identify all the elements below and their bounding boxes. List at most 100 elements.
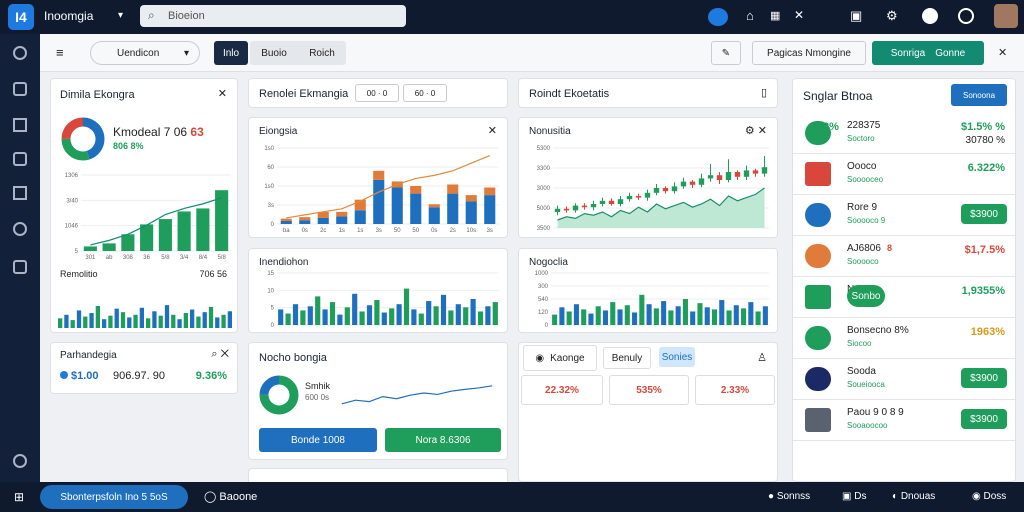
- bar: [552, 314, 558, 325]
- row-value: $1.5% %: [960, 121, 1005, 133]
- search-box[interactable]: ⌕ Bioeion: [140, 5, 406, 27]
- tray[interactable]: ◐ Dnouas: [892, 491, 936, 502]
- nav-icon[interactable]: [13, 152, 27, 166]
- row-icon: [805, 244, 831, 268]
- x-tick-label: ba: [283, 228, 290, 234]
- help-icon[interactable]: [958, 8, 974, 24]
- bar: [624, 305, 630, 325]
- line: [90, 197, 222, 246]
- bar-segment: [447, 193, 459, 224]
- x-tick-label: 308: [123, 255, 134, 261]
- icon-button[interactable]: ✎: [711, 41, 741, 65]
- close-icon[interactable]: ✕: [487, 125, 497, 137]
- actions[interactable]: ⌕ ✕: [211, 348, 229, 360]
- menu-icon[interactable]: ≡: [56, 45, 64, 60]
- tray[interactable]: ◉ Doss: [972, 491, 1007, 502]
- candle-body: [644, 192, 651, 198]
- row-pill[interactable]: $3900: [961, 368, 1007, 388]
- value: $1.00: [71, 370, 99, 382]
- close-icon[interactable]: ✕: [998, 47, 1008, 59]
- bar: [177, 211, 191, 251]
- chip[interactable]: 00 · 0: [355, 84, 399, 102]
- card: Inendiohon 15 10 5 0: [248, 248, 508, 333]
- nav-icon[interactable]: [13, 454, 27, 468]
- row-sub: Sooooceo: [847, 175, 884, 184]
- candle-body: [680, 181, 687, 187]
- chip[interactable]: 60 · 0: [403, 84, 447, 102]
- candle-body: [563, 208, 570, 211]
- bar: [278, 309, 284, 325]
- actions[interactable]: ⚙ ✕: [744, 125, 767, 137]
- x-tick-label: 3s: [487, 228, 493, 234]
- row-sub: Soctoro: [847, 134, 875, 143]
- chevron[interactable]: ▾: [118, 10, 124, 21]
- alert-icon[interactable]: [922, 8, 938, 24]
- chat-icon[interactable]: [708, 8, 728, 26]
- tray[interactable]: ● Sonnss: [768, 491, 811, 502]
- select[interactable]: Benuly: [603, 347, 651, 369]
- bar: [675, 306, 681, 325]
- app-name[interactable]: Inoomgia: [44, 9, 94, 23]
- row-sub: Sooaoocoo: [847, 421, 888, 430]
- bar: [177, 319, 182, 328]
- tab-active[interactable]: Inlo: [214, 41, 248, 65]
- nav-icon[interactable]: [13, 118, 27, 132]
- bar-segment: [299, 217, 311, 221]
- candle-body: [635, 196, 642, 198]
- start-icon[interactable]: ⊞: [14, 490, 25, 504]
- user-icon[interactable]: ♙: [757, 352, 767, 364]
- row-pill[interactable]: $3900: [961, 409, 1007, 429]
- home-icon[interactable]: ⌂: [746, 8, 754, 23]
- nav-icon[interactable]: [13, 46, 27, 60]
- button[interactable]: Bonde 1008: [259, 428, 377, 452]
- sub-value: 806 8%: [113, 141, 144, 151]
- nav-icon[interactable]: [13, 82, 27, 96]
- grid-icon[interactable]: ▦: [770, 10, 781, 22]
- primary-button[interactable]: Sonriga Gonne: [872, 41, 984, 65]
- bar: [426, 301, 432, 325]
- avatar[interactable]: [994, 4, 1018, 28]
- bar-chart: 1000 300 540 120 0: [535, 271, 769, 329]
- tab[interactable]: Roich: [309, 47, 335, 59]
- task-active[interactable]: Sbonterpsfoln Ino 5 5oS: [40, 485, 188, 509]
- card-title: Inendiohon: [259, 257, 309, 268]
- badge: 63: [190, 125, 204, 139]
- list-row: Sooda Soueiooca $3900: [793, 359, 1015, 400]
- card: Eiongsia ✕ 1s0 60 1s0 3s 0 ba 0s 2c 1s 1s 3s 50 50 0s…: [248, 117, 508, 238]
- bar: [114, 308, 119, 328]
- book-icon[interactable]: ▯: [760, 87, 767, 99]
- nav-icon[interactable]: [13, 260, 27, 274]
- bar-segment: [391, 187, 403, 224]
- logo[interactable]: I4: [8, 4, 34, 30]
- tab[interactable]: ◉ Kaonge: [523, 345, 597, 371]
- button[interactable]: Nora 8.6306: [385, 428, 501, 452]
- nav-icon[interactable]: [13, 222, 27, 236]
- bar: [492, 302, 498, 325]
- bar: [682, 299, 688, 325]
- value: 906.97. 90: [113, 370, 165, 382]
- row-name: Rore 9: [847, 202, 878, 213]
- settings-icon[interactable]: ⚙: [886, 8, 898, 23]
- bar: [120, 312, 126, 328]
- secondary-button[interactable]: Pagicas Nmongine: [752, 41, 866, 65]
- tag[interactable]: Sonies: [659, 347, 695, 367]
- bar: [697, 303, 703, 325]
- row-pill[interactable]: $3900: [961, 204, 1007, 224]
- task[interactable]: ◯ Baoone: [204, 491, 258, 503]
- tab[interactable]: Buoio: [261, 47, 287, 59]
- line: [286, 155, 490, 219]
- bar: [741, 308, 747, 325]
- nav-icon[interactable]: [13, 186, 27, 200]
- label: Smhik: [305, 381, 331, 391]
- tray[interactable]: ▣ Ds: [842, 491, 867, 502]
- y-tick-label: 120: [538, 310, 549, 316]
- gift-icon[interactable]: ▣: [850, 8, 863, 23]
- close-icon[interactable]: ✕: [217, 88, 227, 100]
- bar: [653, 308, 659, 325]
- button[interactable]: Sonoona: [951, 84, 1007, 106]
- y-tick-label: 3500: [537, 226, 551, 232]
- close-icon[interactable]: ✕: [794, 8, 805, 22]
- bar-segment: [410, 193, 422, 224]
- bar: [733, 305, 739, 325]
- dropdown[interactable]: Uendicon ▾: [90, 41, 200, 65]
